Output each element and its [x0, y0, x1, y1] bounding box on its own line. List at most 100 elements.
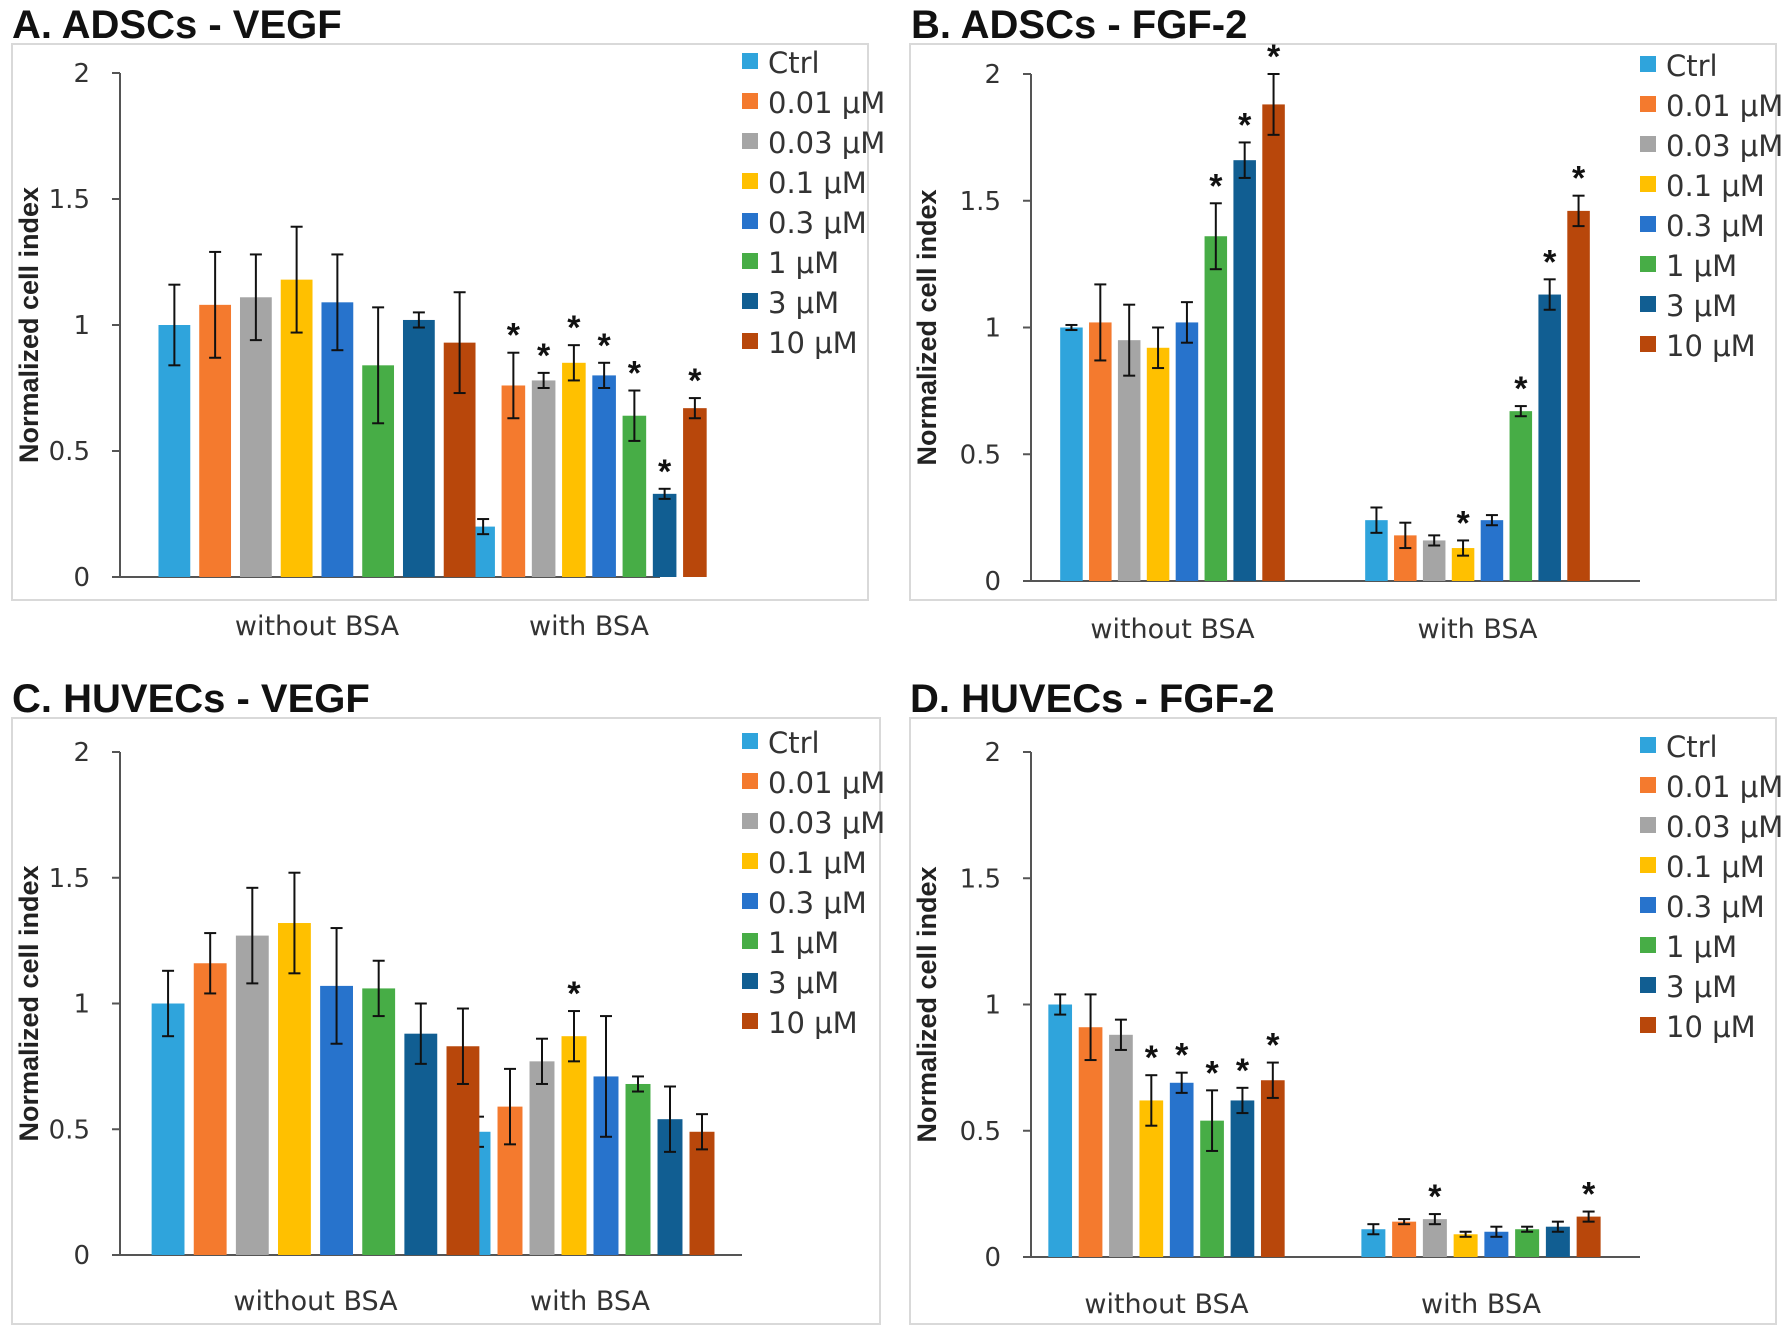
legend-swatch [742, 773, 758, 789]
chart-panel-3: D. HUVECs - FGF-2 0 0.5 1 1.5 2 Normalized cel… [909, 677, 1783, 1325]
significance-marker: * [567, 309, 581, 347]
legend-swatch [742, 973, 758, 989]
legend-label: Ctrl [768, 726, 820, 760]
chart-frame [909, 43, 1777, 601]
category-label: with BSA [1421, 1289, 1542, 1320]
bar [151, 1003, 185, 1255]
bar [158, 325, 191, 577]
legend-swatch [1640, 977, 1656, 993]
y-tick-label: 0 [73, 563, 90, 593]
significance-marker: * [658, 453, 672, 491]
legend-label: 10 μM [768, 1006, 858, 1040]
legend-swatch [742, 893, 758, 909]
y-tick-label: 0 [984, 1243, 1001, 1273]
legend-label: Ctrl [768, 46, 820, 80]
legend-label: 10 μM [768, 326, 858, 360]
legend-label: 3 μM [768, 966, 839, 1000]
bar [1146, 347, 1170, 581]
bar [278, 923, 311, 1255]
bar [1204, 236, 1228, 582]
legend-label: 0.3 μM [768, 206, 867, 240]
y-tick-label: 2 [73, 59, 90, 89]
legend-swatch [1640, 1017, 1656, 1033]
legend-swatch [742, 253, 758, 269]
legend-swatch [742, 93, 758, 109]
significance-marker: * [1209, 167, 1223, 205]
y-tick-label: 0 [73, 1241, 90, 1271]
significance-marker: * [1572, 160, 1586, 198]
chart-title: C. HUVECs - VEGF [12, 677, 370, 721]
bar [1576, 1216, 1601, 1257]
legend-swatch [1640, 256, 1656, 272]
bar [622, 415, 647, 577]
significance-marker: * [1266, 1027, 1280, 1065]
significance-marker: * [1428, 1178, 1442, 1216]
bar [1117, 340, 1141, 581]
legend-swatch [1640, 136, 1656, 152]
legend-label: 0.03 μM [1666, 810, 1783, 844]
legend-swatch [1640, 336, 1656, 352]
significance-marker: * [1238, 106, 1252, 144]
bar [1169, 1082, 1194, 1257]
bar [1139, 1100, 1164, 1257]
significance-marker: * [1145, 1039, 1159, 1077]
bar [1515, 1229, 1540, 1257]
legend-label: 1 μM [768, 246, 839, 280]
bar [471, 526, 495, 577]
bar [592, 375, 616, 577]
bar [1422, 1219, 1447, 1257]
significance-marker: * [628, 355, 642, 393]
legend-swatch [742, 53, 758, 69]
legend-label: 10 μM [1666, 1010, 1756, 1044]
bar [1233, 160, 1256, 581]
y-tick-label: 1.5 [49, 864, 90, 894]
significance-marker: * [507, 317, 521, 355]
chart-title: A. ADSCs - VEGF [12, 3, 342, 47]
bar [683, 408, 707, 577]
y-tick-label: 0.5 [49, 1115, 90, 1145]
legend-label: 1 μM [1666, 930, 1737, 964]
bar [1200, 1120, 1224, 1257]
significance-marker: * [1175, 1037, 1189, 1075]
y-tick-label: 1.5 [960, 864, 1001, 894]
category-label: without BSA [1084, 1289, 1249, 1320]
legend-label: 0.03 μM [768, 126, 885, 160]
significance-marker: * [567, 975, 581, 1013]
bar [1484, 1231, 1509, 1257]
bar [1060, 327, 1083, 581]
bar [625, 1083, 651, 1255]
legend-swatch [1640, 897, 1656, 913]
y-tick-label: 2 [984, 738, 1001, 768]
legend-label: 1 μM [768, 926, 839, 960]
legend-label: Ctrl [1666, 730, 1718, 764]
bar [1089, 322, 1112, 581]
legend-swatch [742, 933, 758, 949]
significance-marker: * [1582, 1176, 1596, 1214]
bar [562, 362, 586, 577]
legend-label: 0.1 μM [768, 846, 867, 880]
legend-swatch [742, 853, 758, 869]
legend-swatch [742, 813, 758, 829]
y-tick-label: 0 [984, 567, 1001, 597]
legend-swatch [742, 173, 758, 189]
legend-label: 3 μM [1666, 970, 1737, 1004]
bar [1262, 104, 1285, 582]
y-tick-label: 1 [984, 991, 1001, 1021]
chart-panel-2: C. HUVECs - VEGF 0 0.5 1 1.5 2 Normalized cell… [11, 677, 885, 1325]
bar [1365, 520, 1388, 581]
bar [531, 380, 556, 577]
bar [652, 493, 677, 577]
bar [1567, 210, 1590, 581]
bar [404, 1033, 438, 1255]
significance-marker: * [1236, 1052, 1250, 1090]
bar [501, 385, 526, 577]
bar [1453, 1234, 1478, 1257]
bar [1538, 294, 1561, 581]
legend-label: 10 μM [1666, 329, 1756, 363]
bar [1260, 1080, 1285, 1257]
y-tick-label: 1 [73, 990, 90, 1020]
legend-label: 0.3 μM [1666, 890, 1765, 924]
significance-marker: * [1456, 504, 1470, 542]
bar [193, 963, 227, 1255]
bar [561, 1036, 587, 1255]
